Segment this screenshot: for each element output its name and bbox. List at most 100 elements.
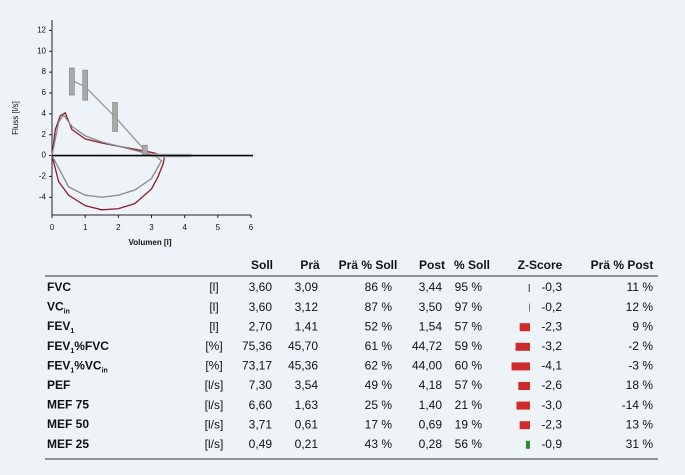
cell: 12 %: [626, 300, 654, 314]
unit: [l/s]: [205, 398, 224, 412]
unit: [l/s]: [205, 417, 224, 431]
cell: 3,44: [419, 280, 443, 294]
cell: -3 %: [628, 359, 653, 373]
x-tick-label: 1: [83, 223, 88, 232]
cell: 61 %: [365, 339, 393, 353]
unit: [l]: [209, 280, 218, 294]
cell: 75,36: [242, 339, 272, 353]
y-tick-label: 6: [42, 88, 47, 97]
cell: 1,63: [295, 398, 319, 412]
x-axis-label: Volumen [l]: [129, 238, 172, 247]
z-score: -0,3: [541, 280, 562, 294]
cell: 2,70: [249, 319, 273, 333]
x-tick-label: 6: [249, 223, 254, 232]
label-subscript: 1: [70, 367, 74, 374]
column-header: Prä: [300, 258, 320, 272]
x-tick-label: 5: [216, 223, 221, 232]
cell: 86 %: [365, 280, 393, 294]
cell: 7,30: [249, 378, 273, 392]
row-label: MEF 75: [47, 398, 89, 412]
cell: 45,70: [288, 339, 318, 353]
cell: 57 %: [455, 319, 483, 333]
x-tick-label: 2: [116, 223, 121, 232]
cell: 59 %: [455, 339, 483, 353]
cell: 9 %: [632, 319, 653, 333]
cell: 0,61: [295, 417, 319, 431]
label-part: %VC: [74, 359, 102, 373]
y-tick-label: 4: [42, 109, 47, 118]
z-bar: [515, 342, 530, 351]
unit: [%]: [205, 359, 222, 373]
cell: 0,49: [249, 437, 273, 451]
y-tick-label: 0: [42, 151, 47, 160]
y-axis-label: Fluss [l/s]: [11, 101, 20, 135]
cell: 0,69: [419, 417, 443, 431]
column-header: Post: [419, 258, 445, 272]
cell: 0,28: [419, 437, 443, 451]
cell: 95 %: [455, 280, 483, 294]
label-part: MEF 75: [47, 398, 89, 412]
row-label: PEF: [47, 378, 70, 392]
cell: 3,60: [249, 300, 273, 314]
label-part: PEF: [47, 378, 70, 392]
cell: 25 %: [365, 398, 393, 412]
row-label: FEV1: [47, 319, 74, 335]
unit: [l]: [209, 300, 218, 314]
cell: 45,36: [288, 359, 318, 373]
predicted-range: [82, 69, 88, 101]
y-tick-label: 12: [37, 26, 46, 35]
cell: 0,21: [295, 437, 319, 451]
z-score: -3,0: [541, 398, 562, 412]
cell: 13 %: [626, 417, 654, 431]
cell: 87 %: [365, 300, 393, 314]
cell: 6,60: [249, 398, 273, 412]
label-part: FEV: [47, 339, 70, 353]
cell: 1,41: [295, 319, 319, 333]
column-header: Prä % Post: [591, 258, 654, 272]
row-label: FEV1%FVC: [47, 339, 109, 355]
cell: 3,12: [295, 300, 319, 314]
label-part: %FVC: [74, 339, 109, 353]
y-tick-label: 10: [37, 46, 46, 55]
label-subscript: in: [102, 367, 108, 374]
cell: 73,17: [242, 359, 272, 373]
label-part: FEV: [47, 319, 70, 333]
cell: 3,54: [295, 378, 319, 392]
flow-curve: [69, 78, 146, 151]
z-bar: [519, 323, 530, 332]
row-label: VCin: [47, 300, 70, 316]
label-subscript: 1: [70, 328, 74, 335]
cell: 31 %: [626, 437, 654, 451]
cell: 1,54: [419, 319, 443, 333]
predicted-range: [69, 67, 75, 96]
cell: 4,18: [419, 378, 443, 392]
z-score: -2,6: [541, 378, 562, 392]
label-part: VC: [47, 300, 64, 314]
label-part: FEV: [47, 359, 70, 373]
cell: 62 %: [365, 359, 393, 373]
x-tick-label: 4: [182, 223, 187, 232]
cell: 43 %: [365, 437, 393, 451]
cell: 57 %: [455, 378, 483, 392]
column-header: Prä % Soll: [339, 258, 398, 272]
y-tick-label: 2: [42, 130, 47, 139]
unit: [l/s]: [205, 437, 224, 451]
z-score: -2,3: [541, 319, 562, 333]
cell: 19 %: [455, 417, 483, 431]
cell: 21 %: [455, 398, 483, 412]
cell: 3,50: [419, 300, 443, 314]
z-bar: [511, 362, 530, 371]
cell: 44,00: [412, 359, 442, 373]
predicted-range: [112, 102, 118, 132]
y-tick-label: -2: [39, 172, 47, 181]
x-tick-label: 0: [50, 223, 55, 232]
predicted-range: [142, 144, 148, 156]
y-tick-label: -4: [39, 192, 47, 201]
cell: 44,72: [412, 339, 442, 353]
cell: 3,09: [295, 280, 319, 294]
cell: 49 %: [365, 378, 393, 392]
cell: 11 %: [627, 280, 654, 294]
x-tick-label: 3: [149, 223, 154, 232]
z-bar: [529, 303, 530, 312]
